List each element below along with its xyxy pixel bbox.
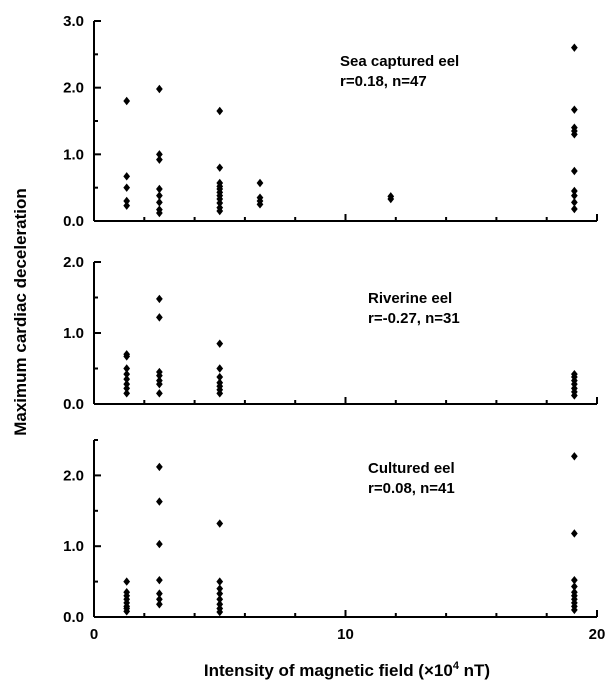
- data-point: [216, 584, 224, 593]
- data-point: [571, 186, 578, 196]
- data-point: [123, 352, 131, 361]
- data-point: [156, 497, 163, 506]
- data-point: [123, 369, 131, 379]
- data-point: [571, 43, 578, 52]
- data-point: [156, 184, 163, 194]
- panel-riverine: 0.0 1.0 2.0 Riverine eel r=-0.27, n=31: [63, 254, 598, 413]
- data-point: [123, 384, 131, 393]
- data-point: [216, 339, 224, 348]
- data-point: [123, 577, 131, 586]
- data-point: [156, 150, 163, 159]
- data-point: [123, 389, 131, 398]
- data-point: [123, 196, 131, 206]
- y-tick-label: 0.0: [63, 396, 84, 413]
- data-point: [156, 191, 163, 200]
- data-point: [156, 379, 163, 389]
- data-point: [156, 313, 163, 322]
- data-point: [571, 575, 578, 585]
- data-point: [571, 166, 578, 176]
- data-point: [123, 607, 131, 616]
- data-point: [216, 577, 224, 586]
- y-axis-title: Maximum cardiac deceleration: [11, 188, 30, 436]
- data-point: [156, 462, 163, 472]
- data-point: [216, 607, 224, 617]
- data-point: [156, 539, 163, 549]
- panel-title: Sea captured eel: [340, 53, 459, 70]
- data-point: [123, 379, 131, 389]
- data-point: [156, 208, 163, 218]
- data-point: [571, 379, 578, 389]
- data-point: [216, 519, 224, 528]
- y-tick-label: 0.0: [63, 609, 84, 626]
- y-tick-label: 1.0: [63, 538, 84, 555]
- data-point: [216, 206, 224, 216]
- data-point: [571, 391, 578, 400]
- data-point: [156, 294, 163, 304]
- data-point: [256, 200, 264, 209]
- data-point: [387, 194, 395, 204]
- data-point: [216, 364, 224, 373]
- y-tick-label: 2.0: [63, 254, 84, 271]
- data-point: [571, 191, 578, 200]
- data-point: [156, 589, 163, 598]
- chart-panels: 0.0 1.0 2.0 3.0 Sea captured eel r=0.18, n=47…: [63, 13, 605, 643]
- data-point: [123, 374, 131, 384]
- data-point: [123, 172, 131, 181]
- data-point: [571, 105, 578, 114]
- data-point: [156, 198, 163, 207]
- data-point: [123, 96, 131, 106]
- data-point: [216, 600, 224, 609]
- x-tick-label: 10: [337, 626, 354, 643]
- data-point: [216, 589, 224, 598]
- panel-stats: r=0.08, n=41: [368, 480, 455, 497]
- y-tick-label: 2.0: [63, 80, 84, 97]
- data-point: [256, 178, 264, 188]
- data-point: [216, 372, 224, 382]
- panel-cultured: 0.0 1.0 2.0 Cultured eel r=0.08, n=41: [63, 439, 598, 626]
- x-axis-title: Intensity of magnetic field (×104 nT): [204, 660, 490, 680]
- panel-stats: r=-0.27, n=31: [368, 310, 460, 327]
- x-tick-label: 0: [90, 626, 98, 643]
- data-point: [156, 389, 163, 398]
- data-point: [156, 595, 163, 604]
- data-point: [123, 183, 131, 192]
- data-point: [216, 163, 224, 172]
- data-point: [571, 130, 578, 139]
- data-point: [216, 198, 224, 208]
- y-tick-label: 2.0: [63, 467, 84, 484]
- panel-stats: r=0.18, n=47: [340, 73, 427, 90]
- data-point: [571, 204, 578, 214]
- data-point: [571, 582, 578, 591]
- x-tick-labels: 0 10 20: [90, 626, 606, 643]
- y-tick-label: 0.0: [63, 213, 84, 230]
- data-point: [156, 155, 163, 164]
- y-tick-label: 1.0: [63, 325, 84, 342]
- data-point: [156, 575, 163, 585]
- data-point: [123, 364, 131, 373]
- data-point: [571, 529, 578, 538]
- data-point: [123, 201, 131, 210]
- data-point: [156, 600, 163, 609]
- data-point: [216, 389, 224, 398]
- data-point: [216, 595, 224, 604]
- y-tick-label: 1.0: [63, 146, 84, 163]
- y-tick-label: 3.0: [63, 13, 84, 30]
- data-point: [156, 84, 163, 94]
- data-point: [156, 371, 163, 380]
- panel-sea-captured: 0.0 1.0 2.0 3.0 Sea captured eel r=0.18, n=47: [63, 13, 598, 230]
- panel-title: Cultured eel: [368, 460, 455, 477]
- data-point: [216, 106, 224, 116]
- x-tick-label: 20: [589, 626, 606, 643]
- panel-title: Riverine eel: [368, 290, 452, 307]
- data-point: [571, 198, 578, 207]
- data-point: [571, 605, 578, 615]
- data-point: [571, 452, 578, 461]
